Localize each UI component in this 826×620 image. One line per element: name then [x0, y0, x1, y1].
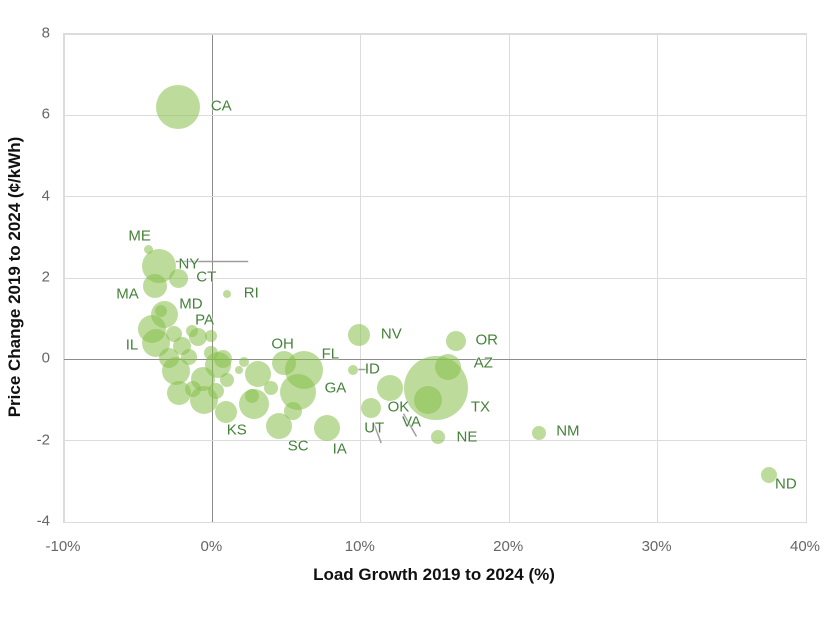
bubble[interactable] [185, 381, 202, 398]
state-label-ny: NY [178, 255, 200, 273]
state-label-ks: KS [226, 421, 247, 439]
state-label-fl: FL [321, 345, 340, 362]
state-label-ca: CA [210, 97, 232, 115]
x-tick-label: -10% [45, 538, 81, 555]
bubble-ca[interactable] [156, 85, 201, 130]
x-tick-label: 10% [344, 538, 375, 555]
y-tick-label: -4 [36, 512, 50, 530]
state-label-ut: UT [364, 419, 385, 437]
bubble[interactable] [264, 381, 279, 396]
bubble-md[interactable] [151, 301, 179, 329]
bubble-nv[interactable] [348, 323, 371, 346]
bubble-ok[interactable] [377, 374, 404, 401]
bubble-ct[interactable] [168, 268, 188, 288]
state-label-ct: CT [196, 268, 217, 286]
state-label-nd: ND [775, 475, 797, 493]
bubble-ks[interactable] [214, 401, 237, 424]
y-gridline [64, 521, 806, 523]
y-tick-label: -2 [36, 431, 50, 449]
state-label-va: VA [402, 413, 422, 431]
state-label-oh: OH [271, 335, 294, 353]
state-label-md: MD [179, 295, 203, 313]
bubble-il[interactable] [142, 329, 170, 358]
y-tick-label: 0 [41, 349, 50, 367]
bubble-pa[interactable] [188, 327, 207, 346]
y-gridline [64, 33, 806, 35]
bubble-ga[interactable] [280, 373, 317, 410]
bubble[interactable] [172, 336, 191, 355]
bubble[interactable] [204, 330, 217, 343]
state-label-pa: PA [195, 311, 214, 329]
state-label-id: ID [364, 360, 380, 377]
x-axis-title: Load Growth 2019 to 2024 (%) [313, 565, 555, 584]
bubble[interactable] [235, 365, 244, 374]
state-label-ri: RI [243, 284, 259, 302]
state-label-tx: TX [470, 398, 491, 416]
y-axis-title: Price Change 2019 to 2024 (¢/kWh) [5, 136, 24, 418]
x-tick-label: 20% [493, 538, 524, 555]
bubble-ne[interactable] [430, 429, 445, 444]
bubble-az[interactable] [435, 354, 462, 381]
state-label-ok: OK [387, 398, 410, 416]
state-label-ma: MA [116, 285, 139, 303]
bubble[interactable] [203, 346, 218, 361]
y-tick-label: 8 [41, 24, 50, 42]
state-label-az: AZ [473, 354, 493, 372]
bubble[interactable] [238, 357, 249, 368]
x-tick-label: 0% [200, 538, 223, 555]
state-label-me: ME [128, 227, 151, 245]
state-label-ia: IA [332, 440, 347, 458]
bubble-ma[interactable] [142, 274, 167, 299]
y-gridline [64, 277, 806, 279]
bubble-nm[interactable] [531, 425, 546, 440]
y-tick-label: 4 [41, 187, 50, 205]
state-label-il: IL [125, 336, 139, 354]
x-gridline [805, 34, 807, 522]
state-label-nv: NV [380, 325, 402, 343]
bubble[interactable] [220, 372, 235, 387]
bubble[interactable] [238, 389, 269, 420]
bubble-ut[interactable] [361, 398, 382, 419]
bubble-id[interactable] [348, 364, 359, 375]
state-label-or: OR [475, 331, 499, 349]
bubble[interactable] [213, 350, 232, 369]
x-tick-label: 30% [641, 538, 672, 555]
state-label-ne: NE [456, 428, 478, 446]
bubble-nd[interactable] [760, 467, 777, 484]
y-tick-label: 6 [41, 105, 50, 123]
bubble-ia[interactable] [313, 415, 340, 442]
y-gridline [64, 114, 806, 116]
bubble-or[interactable] [445, 331, 466, 352]
bubble[interactable] [208, 383, 225, 400]
state-label-nm: NM [556, 422, 580, 440]
bubble-sc[interactable] [266, 413, 293, 440]
state-label-sc: SC [287, 437, 309, 455]
bubble-me[interactable] [144, 245, 154, 255]
plot-area [63, 33, 807, 523]
state-label-ga: GA [324, 379, 347, 397]
bubble-ri[interactable] [223, 290, 232, 299]
y-tick-label: 2 [41, 268, 50, 286]
x-tick-label: 40% [789, 538, 821, 555]
y-gridline [64, 196, 806, 198]
